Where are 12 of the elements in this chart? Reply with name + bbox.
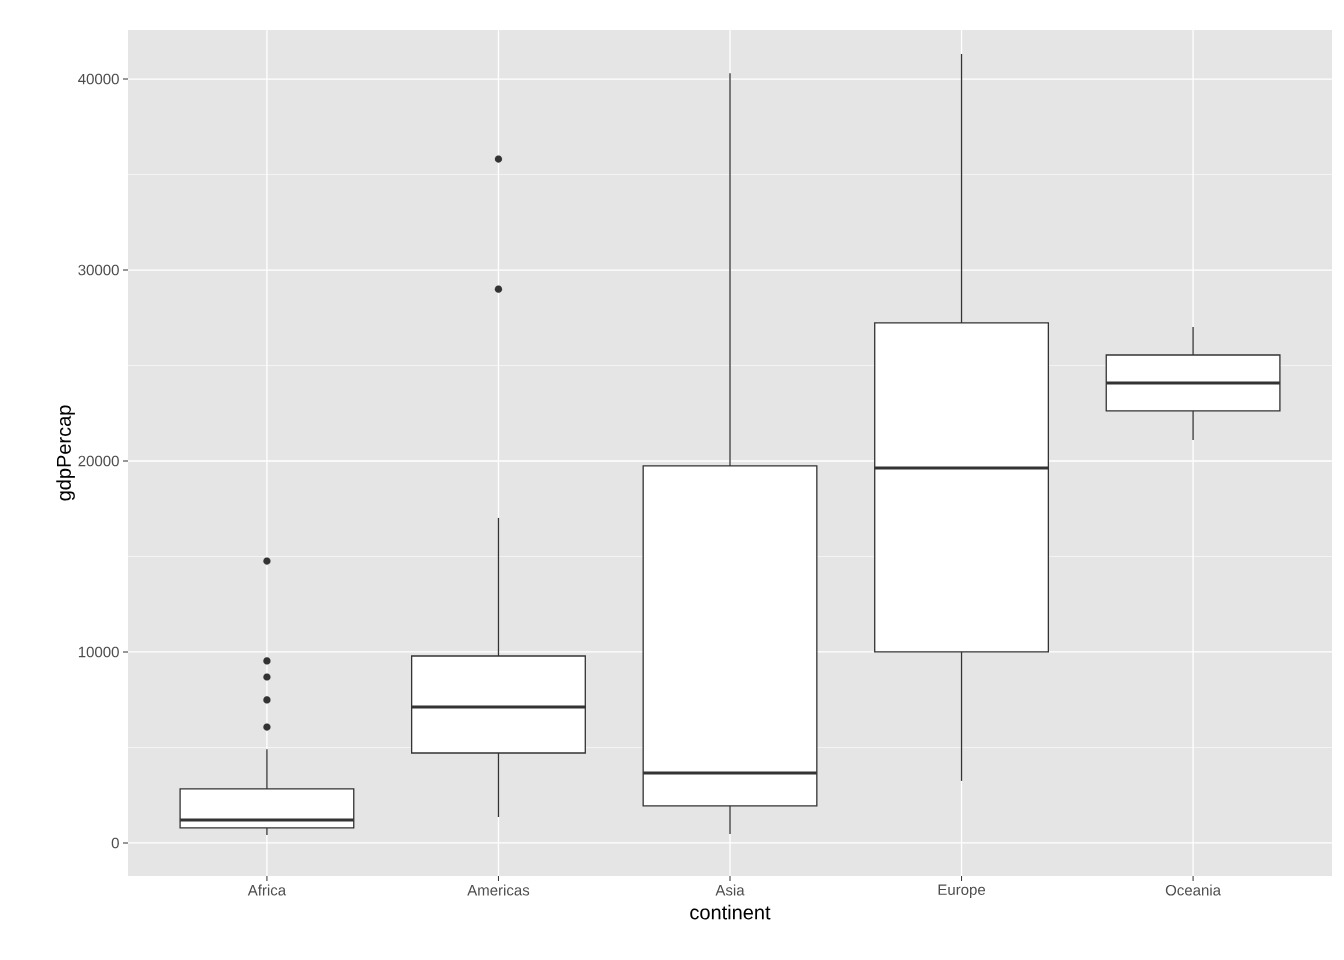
x-tick-label: Europe xyxy=(938,884,986,898)
y-tick-label: 20000 xyxy=(78,455,119,467)
x-tick-label: Americas xyxy=(467,884,530,896)
y-tick-label: 10000 xyxy=(78,646,119,658)
y-tick-label: 30000 xyxy=(78,264,119,276)
x-tick-label: Oceania xyxy=(1165,884,1222,896)
y-tick-label: 40000 xyxy=(78,73,119,85)
x-tick-label: Africa xyxy=(247,884,287,896)
y-tick-label: 0 xyxy=(111,837,119,849)
x-axis-title: continent xyxy=(690,904,771,920)
y-axis-title: gdpPercap xyxy=(56,405,75,501)
x-tick-label: Asia xyxy=(715,884,745,896)
